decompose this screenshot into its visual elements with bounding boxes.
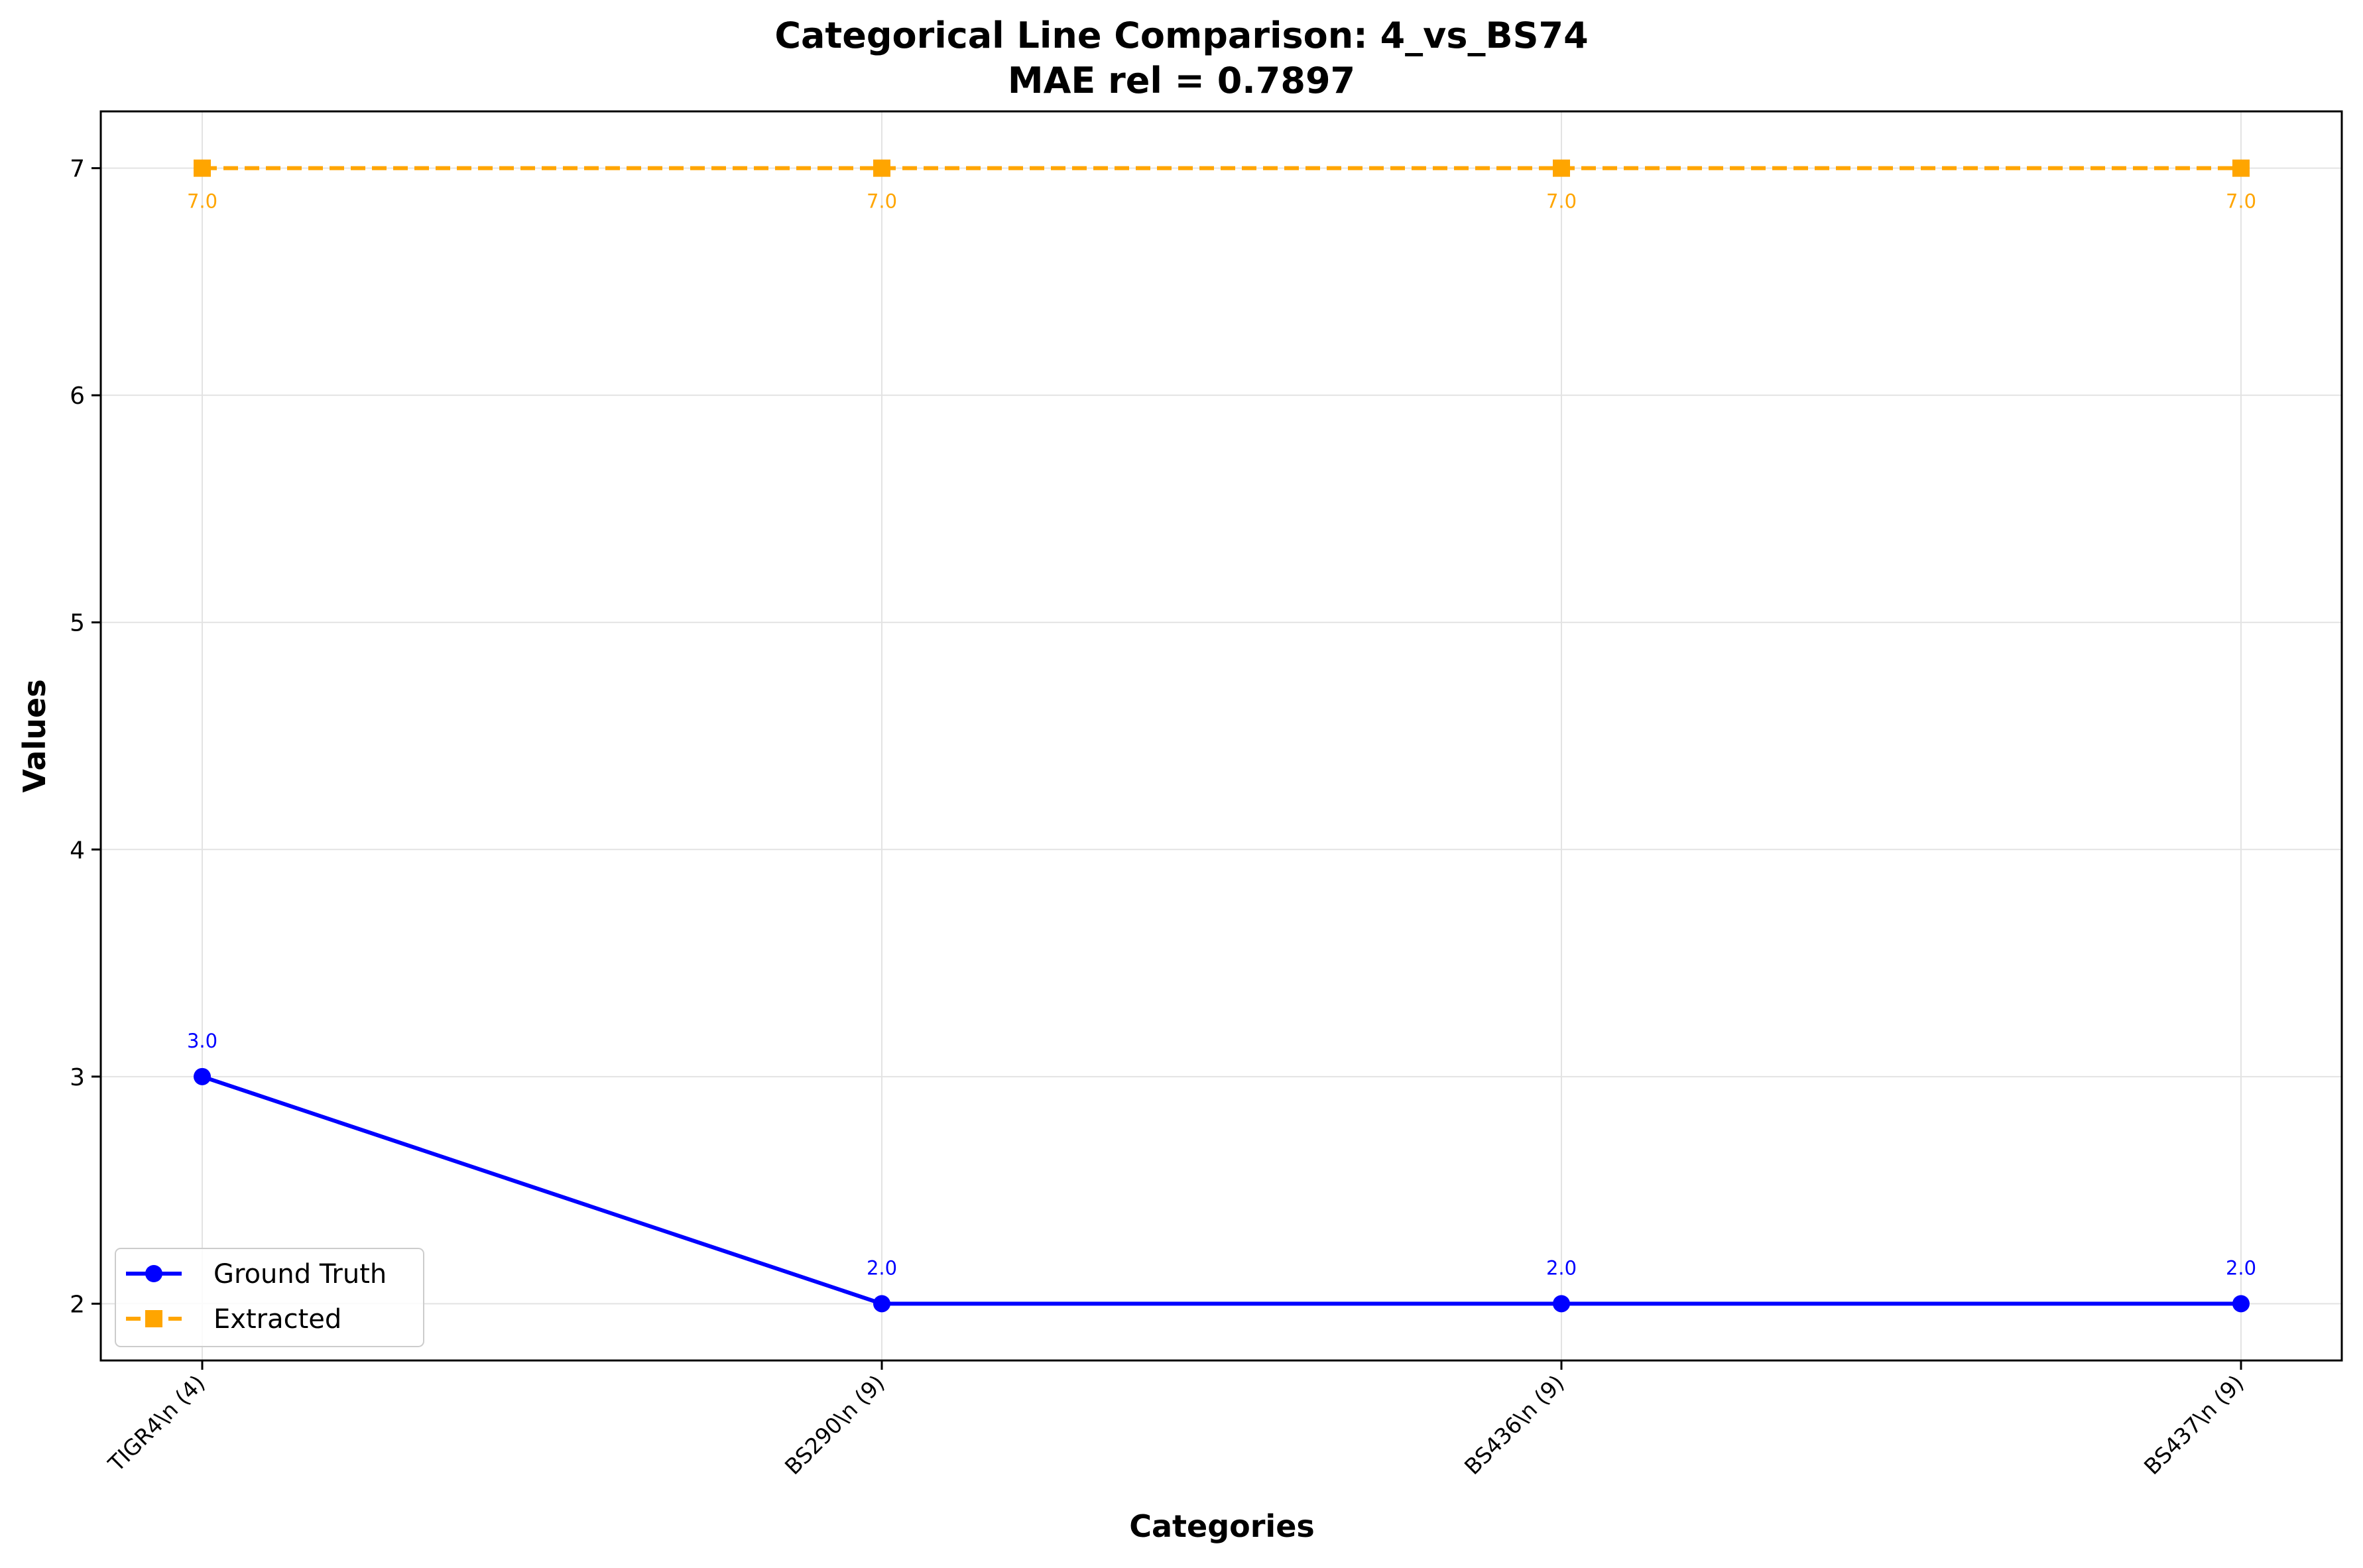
chart-subtitle: MAE rel = 0.7897 xyxy=(1008,60,1355,101)
legend-swatch-marker xyxy=(145,1265,162,1282)
data-label: 2.0 xyxy=(2226,1256,2256,1279)
legend-box xyxy=(115,1248,424,1347)
data-point-marker xyxy=(1553,1295,1570,1313)
legend-entry-label: Ground Truth xyxy=(213,1259,387,1290)
y-tick-label: 2 xyxy=(70,1291,85,1318)
data-label: 2.0 xyxy=(1546,1256,1577,1279)
data-point-marker xyxy=(2232,159,2250,177)
data-label: 3.0 xyxy=(187,1030,217,1052)
data-label: 2.0 xyxy=(867,1256,897,1279)
x-axis-label: Categories xyxy=(1129,1508,1315,1544)
legend-entry-label: Extracted xyxy=(213,1304,341,1335)
series-layer: 3.0 2.0 2.0 2.0 7.0 7.0 7.0 7.0 xyxy=(187,159,2256,1313)
y-tick-label: 5 xyxy=(70,610,85,637)
data-label: 7.0 xyxy=(867,190,897,213)
data-point-marker xyxy=(2232,1295,2250,1313)
legend-swatch-marker xyxy=(145,1310,162,1327)
data-label: 7.0 xyxy=(187,190,217,213)
series-extracted: 7.0 7.0 7.0 7.0 xyxy=(187,159,2256,213)
data-label: 7.0 xyxy=(2226,190,2256,213)
y-axis-label: Values xyxy=(17,679,52,792)
data-point-marker xyxy=(873,1295,890,1313)
legend: Ground Truth Extracted xyxy=(115,1248,424,1347)
chart-title: Categorical Line Comparison: 4_vs_BS74 xyxy=(774,15,1588,56)
y-tick-label: 4 xyxy=(70,837,85,864)
data-label: 7.0 xyxy=(1546,190,1577,213)
data-point-marker xyxy=(1553,159,1570,177)
series-line xyxy=(202,1074,2241,1306)
y-tick-label: 7 xyxy=(70,156,85,183)
data-point-marker xyxy=(194,1067,211,1085)
data-point-marker xyxy=(873,159,890,177)
series-ground-truth: 3.0 2.0 2.0 2.0 xyxy=(187,1030,2256,1313)
data-point-marker xyxy=(194,159,211,177)
y-tick-label: 6 xyxy=(70,383,85,410)
y-tick-label: 3 xyxy=(70,1064,85,1091)
plot-frame xyxy=(99,110,2343,1362)
